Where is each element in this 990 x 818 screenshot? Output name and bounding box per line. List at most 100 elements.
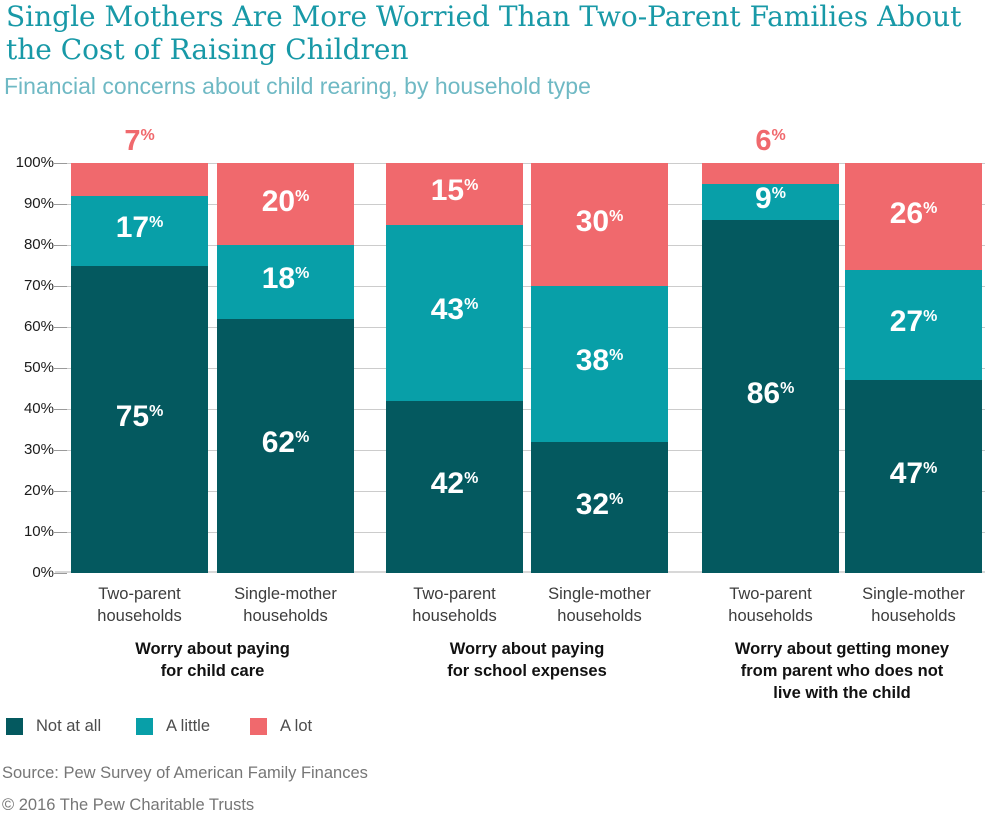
value-label-a-lot: 26% — [889, 196, 938, 234]
stacked-bar: 42% 43% 15% — [386, 163, 523, 573]
value-label-a-little: 43% — [431, 295, 479, 330]
segment-not-at-all: 75% — [71, 265, 208, 573]
legend-item-a-lot: A lot — [250, 716, 312, 736]
legend-item-not-at-all: Not at all — [6, 716, 101, 736]
value-number: 7 — [124, 125, 141, 157]
value-number: 38 — [575, 344, 610, 378]
legend-label: A lot — [280, 717, 313, 735]
group-label: Worry about paying for school expenses — [447, 640, 607, 680]
y-axis-label: 100% — [15, 154, 54, 171]
value-number: 86 — [746, 377, 781, 411]
value-label-a-little: 38% — [576, 346, 624, 381]
value-label-a-lot-above: 6% — [755, 126, 785, 161]
source-note: Source: Pew Survey of American Family Fi… — [2, 764, 368, 782]
segment-a-lot: 15% — [386, 163, 523, 225]
value-label-not-at-all: 75% — [115, 399, 164, 437]
value-number: 42 — [430, 467, 465, 501]
gridline — [63, 204, 985, 205]
segment-a-little: 17% — [71, 195, 208, 266]
segment-not-at-all: 32% — [531, 441, 668, 573]
gridline — [63, 368, 985, 369]
value-label-not-at-all: 47% — [890, 459, 938, 494]
axis-tick — [54, 368, 67, 369]
stacked-bar: 75% 17% — [71, 163, 208, 573]
gridline — [63, 286, 985, 287]
value-number: 62 — [261, 426, 296, 460]
y-axis-label: 30% — [23, 441, 54, 458]
segment-not-at-all: 47% — [845, 380, 982, 573]
value-label-a-little: 18% — [262, 264, 310, 299]
segment-a-little: 38% — [531, 286, 668, 442]
segment-a-little: 9% — [702, 183, 839, 221]
value-number: 17 — [115, 211, 150, 245]
plot-area: 75% 17% 62% 18% 20% 42% 43% 15% 32% 38% 30% 86% 9% 47… — [54, 163, 985, 574]
chart-title-line2: the Cost of Raising Children — [6, 33, 409, 66]
value-label-a-little: 27% — [890, 307, 938, 342]
value-number: 15 — [430, 174, 465, 208]
chart-subtitle: Financial concerns about child rearing, … — [4, 73, 591, 99]
value-label-a-lot-above: 7% — [124, 126, 154, 161]
stacked-bar: 62% 18% 20% — [217, 163, 354, 573]
axis-tick — [54, 163, 67, 164]
y-axis-label: 90% — [23, 195, 54, 212]
percent-sign: % — [609, 208, 624, 226]
value-label-a-little: 9% — [755, 184, 786, 219]
value-number: 43 — [430, 293, 465, 327]
percent-sign: % — [464, 470, 479, 488]
segment-not-at-all: 62% — [217, 318, 354, 573]
value-label-a-lot: 15% — [431, 176, 479, 211]
segment-a-lot — [702, 163, 839, 184]
axis-tick — [54, 450, 67, 451]
value-label-a-lot: 30% — [576, 207, 624, 242]
axis-tick — [54, 409, 67, 410]
percent-sign: % — [923, 199, 938, 217]
percent-sign: % — [464, 177, 479, 195]
legend-swatch-not-at-all — [6, 717, 23, 735]
y-axis-label: 0% — [32, 564, 54, 581]
copyright-note: © 2016 The Pew Charitable Trusts — [2, 796, 255, 814]
category-label: Single-mother households — [234, 585, 337, 625]
value-number: 75 — [115, 399, 150, 433]
segment-a-lot: 20% — [217, 163, 354, 246]
percent-sign: % — [464, 296, 479, 314]
category-label: Two-parent households — [412, 585, 497, 625]
value-label-not-at-all: 42% — [431, 469, 479, 504]
segment-not-at-all: 86% — [702, 220, 839, 573]
value-label-not-at-all: 62% — [262, 428, 310, 463]
percent-sign: % — [149, 214, 164, 232]
percent-sign: % — [771, 185, 786, 203]
y-axis-label: 60% — [23, 318, 54, 335]
value-label-a-little: 17% — [116, 213, 164, 248]
category-label: Single-mother households — [862, 585, 965, 625]
axis-tick — [54, 245, 67, 246]
legend-swatch-a-little — [136, 717, 153, 735]
axis-tick — [54, 573, 67, 574]
percent-sign: % — [780, 380, 795, 398]
percent-sign: % — [140, 127, 155, 144]
category-label: Two-parent households — [97, 585, 182, 625]
percent-sign: % — [149, 402, 164, 420]
chart-title-line1: Single Mothers Are More Worried Than Two… — [6, 0, 962, 33]
percent-sign: % — [923, 308, 938, 326]
legend-label: A little — [166, 717, 211, 735]
legend-item-a-little: A little — [136, 716, 210, 736]
percent-sign: % — [923, 460, 938, 478]
value-number: 26 — [889, 196, 924, 230]
gridline — [63, 532, 985, 533]
legend-label: Not at all — [36, 717, 102, 735]
gridline — [63, 409, 985, 410]
y-axis-label: 70% — [23, 277, 54, 294]
axis-tick — [54, 327, 67, 328]
segment-not-at-all: 42% — [386, 400, 523, 573]
axis-tick — [54, 532, 67, 533]
chart-title: Single Mothers Are More Worried Than Two… — [6, 0, 976, 66]
y-axis-label: 40% — [23, 400, 54, 417]
y-axis-label: 20% — [23, 482, 54, 499]
value-label-not-at-all: 86% — [747, 379, 795, 414]
legend-swatch-a-lot — [250, 717, 267, 735]
segment-a-lot: 26% — [845, 163, 982, 270]
value-number: 32 — [575, 487, 610, 521]
axis-tick — [54, 204, 67, 205]
gridline — [63, 450, 985, 451]
